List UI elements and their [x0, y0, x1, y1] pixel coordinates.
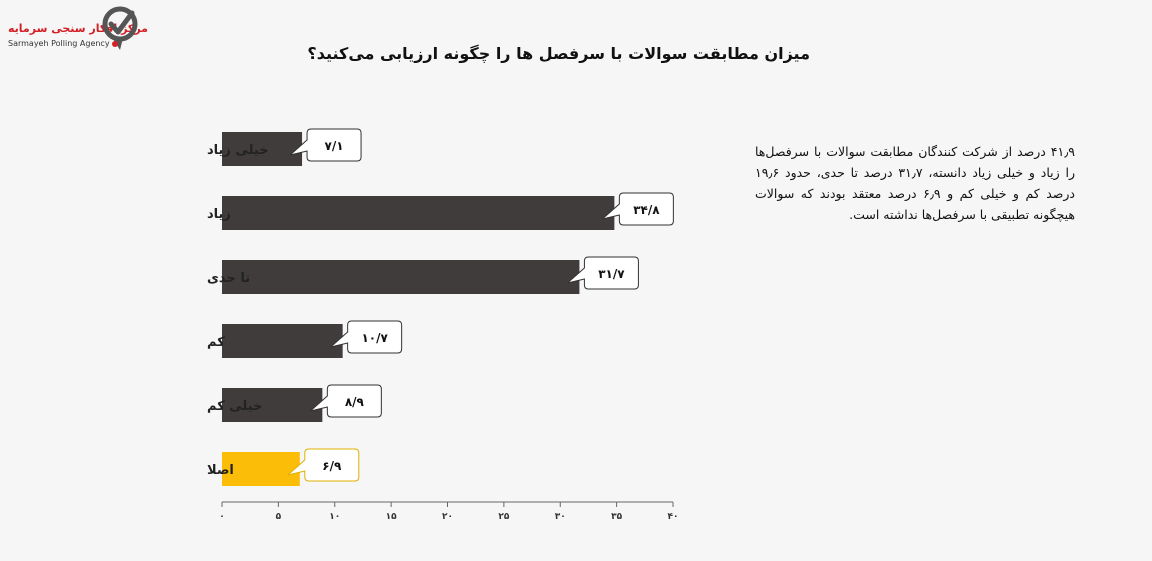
category-label: اصلا — [207, 463, 234, 478]
x-tick-label: ۲۵ — [498, 512, 509, 522]
data-label: ۳۱/۷ — [598, 267, 625, 281]
data-label: ۸/۹ — [345, 395, 365, 409]
data-label: ۷/۱ — [325, 139, 344, 153]
x-tick-label: ۰ — [219, 512, 225, 522]
category-label: کم — [207, 335, 225, 350]
x-tick-label: ۱۰ — [329, 512, 340, 522]
logo-mark-icon — [102, 6, 138, 50]
bar — [222, 388, 323, 422]
bar — [222, 260, 580, 294]
category-label: خیلی زیاد — [207, 143, 269, 158]
category-label: خیلی کم — [207, 399, 262, 414]
category-label: تا حدی — [207, 271, 250, 286]
value-callout — [330, 320, 403, 354]
logo: مرکز افکار سنجی سرمایه Sarmayeh Polling … — [8, 4, 148, 56]
category-label: زیاد — [207, 207, 231, 222]
chart-title: میزان مطابقت سوالات با سرفصل ها را چگونه… — [307, 44, 810, 63]
x-tick-label: ۱۵ — [386, 512, 397, 522]
bar — [222, 452, 300, 486]
x-tick-label: ۳۵ — [611, 512, 622, 522]
x-tick-label: ۴۰ — [668, 512, 679, 522]
bar — [222, 324, 343, 358]
data-label: ۳۴/۸ — [633, 203, 660, 217]
logo-name-en: Sarmayeh Polling Agency — [8, 39, 110, 48]
description-text: ۴۱٫۹ درصد از شرکت کنندگان مطابقت سوالات … — [755, 144, 1075, 222]
value-callout — [602, 192, 674, 226]
x-tick-label: ۵ — [276, 512, 282, 522]
value-callout — [289, 128, 362, 162]
x-tick-label: ۳۰ — [555, 512, 566, 522]
x-tick-label: ۲۰ — [442, 512, 453, 522]
value-callout — [567, 256, 639, 290]
value-callout — [287, 448, 360, 482]
bar — [222, 196, 615, 230]
bar — [222, 132, 303, 166]
value-callout — [310, 384, 382, 418]
data-label: ۱۰/۷ — [361, 331, 388, 345]
data-label: ۶/۹ — [322, 459, 342, 473]
